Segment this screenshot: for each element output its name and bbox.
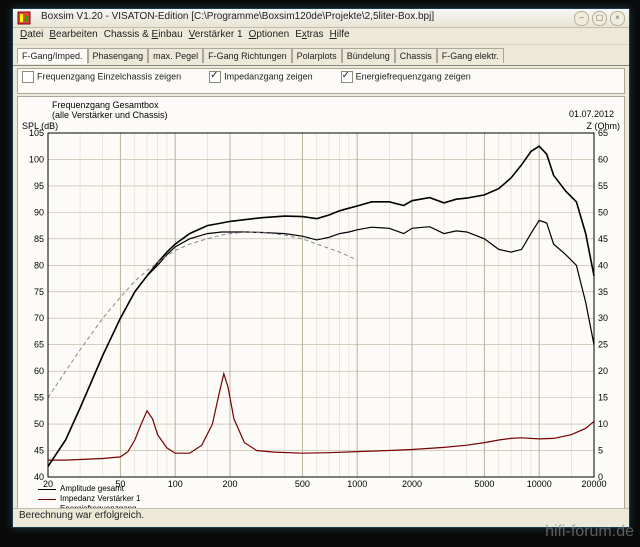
svg-text:50: 50	[34, 419, 44, 429]
menu-item[interactable]: Optionen	[246, 28, 293, 41]
svg-text:50: 50	[598, 207, 608, 217]
legend-item: Impedanz Verstärker 1	[38, 494, 140, 504]
tabbar: F-Gang/Imped.Phasengangmax. PegelF-Gang …	[13, 45, 629, 66]
window-title: Boxsim V1.20 - VISATON-Edition [C:\Progr…	[41, 11, 434, 22]
checkbox[interactable]: Impedanzgang zeigen	[209, 71, 313, 83]
svg-text:5: 5	[598, 446, 603, 456]
menubar: DateiBearbeitenChassis & EinbauVerstärke…	[13, 28, 629, 45]
svg-text:10: 10	[598, 419, 608, 429]
menu-item[interactable]: Extras	[292, 28, 326, 41]
svg-text:0: 0	[598, 472, 603, 482]
svg-text:40: 40	[34, 472, 44, 482]
svg-text:60: 60	[34, 366, 44, 376]
svg-text:70: 70	[34, 313, 44, 323]
watermark: hifi-forum.de	[545, 523, 634, 541]
checkbox[interactable]: Frequenzgang Einzelchassis zeigen	[22, 71, 181, 83]
svg-text:85: 85	[34, 234, 44, 244]
svg-text:90: 90	[34, 207, 44, 217]
tab[interactable]: max. Pegel	[148, 48, 203, 63]
svg-text:5000: 5000	[474, 479, 494, 489]
svg-text:55: 55	[598, 181, 608, 191]
svg-text:10000: 10000	[527, 479, 552, 489]
close-button[interactable]: ×	[610, 11, 625, 26]
menu-item[interactable]: Verstärker 1	[186, 28, 246, 41]
minimize-button[interactable]: –	[574, 11, 589, 26]
svg-text:75: 75	[34, 287, 44, 297]
svg-text:95: 95	[34, 181, 44, 191]
svg-text:60: 60	[598, 154, 608, 164]
svg-text:20: 20	[598, 366, 608, 376]
tab[interactable]: F-Gang Richtungen	[203, 48, 292, 63]
svg-text:2000: 2000	[402, 479, 422, 489]
statusbar: Berechnung war erfolgreich.	[13, 508, 629, 527]
maximize-button[interactable]: ▢	[592, 11, 607, 26]
legend-item: Amplitude gesamt	[38, 484, 140, 494]
menu-item[interactable]: Bearbeiten	[46, 28, 100, 41]
checkbox[interactable]: Energiefrequenzgang zeigen	[341, 71, 471, 83]
svg-text:25: 25	[598, 340, 608, 350]
tab[interactable]: Chassis	[395, 48, 437, 63]
svg-text:1000: 1000	[347, 479, 367, 489]
svg-text:30: 30	[598, 313, 608, 323]
options-row: Frequenzgang Einzelchassis zeigen Impedan…	[17, 68, 625, 94]
svg-text:45: 45	[34, 446, 44, 456]
chart-panel: Frequenzgang Gesamtbox (alle Verstärker …	[17, 96, 625, 518]
tab[interactable]: Polarplots	[292, 48, 342, 63]
svg-text:100: 100	[168, 479, 183, 489]
tab[interactable]: F-Gang/Imped.	[17, 48, 88, 64]
tab[interactable]: F-Gang elektr.	[437, 48, 504, 63]
svg-text:45: 45	[598, 234, 608, 244]
tab[interactable]: Phasengang	[88, 48, 149, 63]
svg-text:100: 100	[29, 154, 44, 164]
svg-text:80: 80	[34, 260, 44, 270]
menu-item[interactable]: Chassis & Einbau	[101, 28, 186, 41]
svg-text:65: 65	[598, 128, 608, 138]
svg-text:105: 105	[29, 128, 44, 138]
app-icon	[17, 11, 31, 25]
status-text: Berechnung war erfolgreich.	[19, 510, 144, 521]
svg-text:200: 200	[222, 479, 237, 489]
tab[interactable]: Bündelung	[342, 48, 395, 63]
svg-text:15: 15	[598, 393, 608, 403]
app-window: Boxsim V1.20 - VISATON-Edition [C:\Progr…	[12, 8, 630, 528]
menu-item[interactable]: Datei	[17, 28, 46, 41]
chart-svg: 2050100200500100020005000100002000040455…	[18, 97, 624, 517]
svg-text:55: 55	[34, 393, 44, 403]
svg-text:40: 40	[598, 260, 608, 270]
menu-item[interactable]: Hilfe	[327, 28, 353, 41]
svg-text:65: 65	[34, 340, 44, 350]
svg-text:500: 500	[295, 479, 310, 489]
svg-text:35: 35	[598, 287, 608, 297]
titlebar[interactable]: Boxsim V1.20 - VISATON-Edition [C:\Progr…	[13, 9, 629, 28]
